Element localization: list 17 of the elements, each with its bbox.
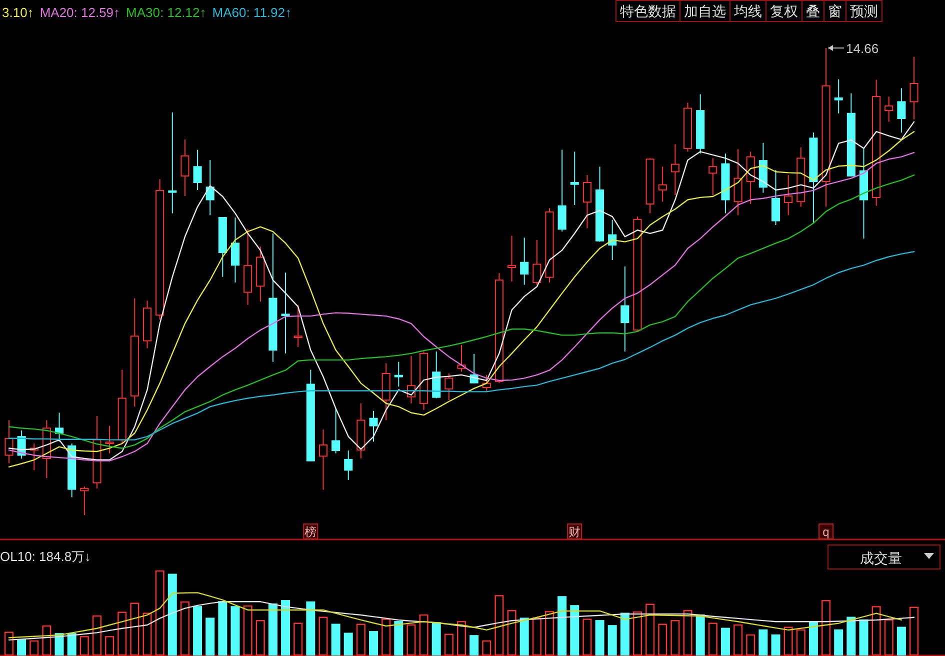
text: 榜 (304, 525, 317, 539)
text: 预测 (850, 3, 878, 19)
text: 3.10↑ (2, 5, 34, 20)
text: 叠 (806, 3, 820, 19)
text: q (822, 525, 830, 539)
text: 特色数据 (620, 3, 676, 19)
text: 均线 (733, 3, 762, 19)
text: OL10: 184.8万↓ (0, 549, 92, 564)
text: MA30: 12.12↑ (126, 5, 206, 20)
text: 复权 (770, 3, 798, 19)
text: 加自选 (684, 3, 726, 19)
annotation: 14.66 (846, 41, 879, 56)
text: MA60: 11.92↑ (212, 5, 292, 20)
text: MA20: 12.59↑ (40, 5, 120, 20)
text: 成交量 (860, 550, 902, 566)
text: 财 (568, 525, 581, 539)
text: 窗 (828, 3, 842, 19)
